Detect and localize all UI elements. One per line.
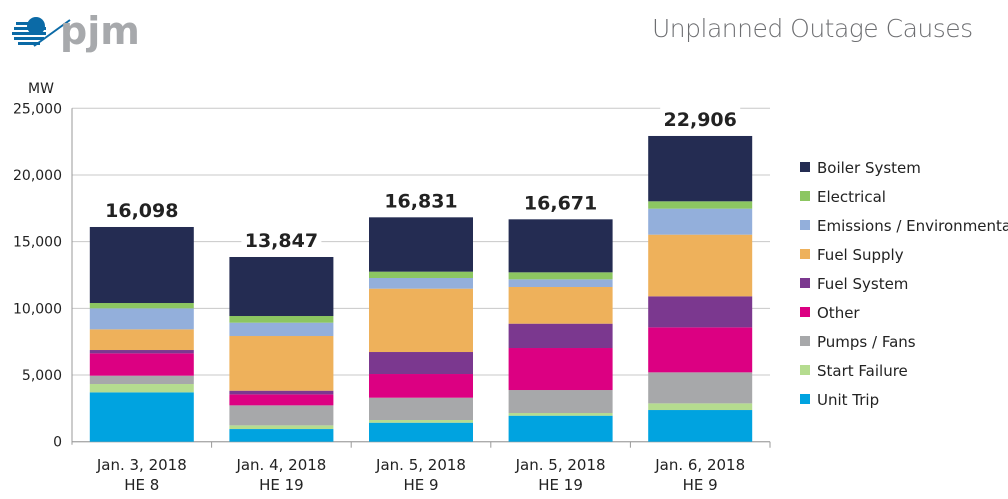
bar-segment-boiler-system	[369, 217, 473, 272]
legend-swatch	[800, 162, 810, 172]
legend-swatch	[800, 394, 810, 404]
x-tick-label-date: Jan. 5, 2018	[515, 456, 606, 474]
legend-swatch	[800, 249, 810, 259]
legend-swatch	[800, 336, 810, 346]
bar-segment-fuel-supply	[369, 288, 473, 353]
bar-segment-electrical	[89, 303, 194, 309]
legend-swatch	[800, 278, 810, 288]
bar-segment-fuel-system	[89, 350, 194, 354]
bar-segment-fuel-system	[369, 352, 473, 375]
legend-label: Emissions / Environmental	[817, 217, 1008, 235]
legend-label: Electrical	[817, 188, 886, 206]
bar-segment-fuel-supply	[508, 287, 613, 324]
bar-segment-electrical	[508, 272, 613, 280]
legend-label: Boiler System	[817, 159, 921, 177]
bar-segment-unit-trip	[369, 422, 473, 442]
y-axis-label: MW	[28, 81, 54, 97]
svg-text:pjm: pjm	[60, 9, 140, 53]
bar-segment-fuel-system	[508, 323, 613, 349]
bar-segment-fuel-supply	[89, 329, 194, 351]
bar-segment-emissions-environmental	[648, 208, 753, 235]
bar-segment-fuel-supply	[229, 336, 334, 391]
bar-segment-emissions-environmental	[508, 279, 613, 288]
bar-segment-pumps-fans	[648, 372, 753, 404]
legend-label: Pumps / Fans	[817, 333, 916, 351]
y-tick-label: 25,000	[13, 101, 62, 117]
total-label: 16,098	[105, 200, 178, 222]
y-tick-label: 0	[53, 435, 62, 451]
legend-label: Unit Trip	[817, 391, 879, 409]
pjm-logo: pjm	[4, 6, 154, 61]
x-tick-label-hour: HE 9	[403, 476, 438, 494]
bar-segment-other	[508, 348, 613, 391]
total-label: 16,671	[524, 192, 597, 214]
bar-segment-pumps-fans	[508, 390, 613, 414]
bar-segment-emissions-environmental	[229, 322, 334, 337]
total-label-bg	[660, 105, 741, 130]
bar-segment-unit-trip	[648, 410, 753, 442]
total-label: 22,906	[664, 109, 737, 131]
legend-swatch	[800, 220, 810, 230]
legend-label: Start Failure	[817, 362, 908, 380]
x-tick-label-hour: HE 19	[259, 476, 304, 494]
legend-label: Fuel Supply	[817, 246, 904, 264]
x-tick-label-hour: HE 19	[538, 476, 583, 494]
bar-segment-fuel-supply	[648, 234, 753, 297]
y-tick-label: 15,000	[13, 235, 62, 251]
x-tick-label-date: Jan. 6, 2018	[654, 456, 745, 474]
x-tick-label-date: Jan. 3, 2018	[96, 456, 187, 474]
bar-segment-start-failure	[508, 413, 613, 416]
bar-segment-pumps-fans	[89, 375, 194, 385]
total-label-bg	[520, 189, 601, 214]
total-label-bg	[381, 187, 461, 212]
bar-segment-emissions-environmental	[369, 278, 473, 289]
legend-swatch	[800, 365, 810, 375]
bar-segment-electrical	[369, 271, 473, 279]
bar-segment-start-failure	[648, 403, 753, 411]
legend-label: Other	[817, 304, 860, 322]
y-tick-label: 10,000	[13, 301, 62, 317]
legend-swatch	[800, 191, 810, 201]
bar-segment-other	[369, 374, 473, 398]
bar-segment-unit-trip	[229, 429, 334, 442]
x-tick-label-date: Jan. 5, 2018	[375, 456, 466, 474]
total-label: 16,831	[384, 190, 457, 212]
x-tick-label-hour: HE 9	[683, 476, 718, 494]
bar-segment-electrical	[648, 201, 753, 209]
total-label-bg	[101, 196, 182, 221]
bar-segment-other	[89, 353, 194, 376]
page-title: Unplanned Outage Causes	[652, 14, 973, 43]
bar-segment-other	[648, 327, 753, 373]
bar-segment-start-failure	[229, 425, 334, 430]
bar-segment-fuel-system	[229, 390, 334, 395]
bar-segment-emissions-environmental	[89, 308, 194, 330]
bar-segment-boiler-system	[89, 226, 194, 304]
y-tick-label: 5,000	[22, 368, 62, 384]
bar-segment-pumps-fans	[369, 397, 473, 421]
bar-segment-start-failure	[369, 420, 473, 423]
y-tick-label: 20,000	[13, 168, 62, 184]
bar-segment-electrical	[229, 316, 334, 323]
legend-label: Fuel System	[817, 275, 908, 293]
bar-segment-boiler-system	[508, 219, 613, 273]
x-tick-label-date: Jan. 4, 2018	[235, 456, 326, 474]
bar-segment-boiler-system	[229, 256, 334, 317]
bar-segment-unit-trip	[508, 415, 613, 442]
bar-segment-other	[229, 394, 334, 406]
bar-segment-start-failure	[89, 384, 194, 393]
bar-segment-fuel-system	[648, 296, 753, 328]
total-label: 13,847	[245, 230, 318, 252]
x-tick-label-hour: HE 8	[124, 476, 159, 494]
bar-segment-unit-trip	[89, 392, 194, 442]
bar-segment-pumps-fans	[229, 405, 334, 426]
total-label-bg	[241, 226, 322, 251]
legend-swatch	[800, 307, 810, 317]
bar-segment-boiler-system	[648, 135, 753, 202]
